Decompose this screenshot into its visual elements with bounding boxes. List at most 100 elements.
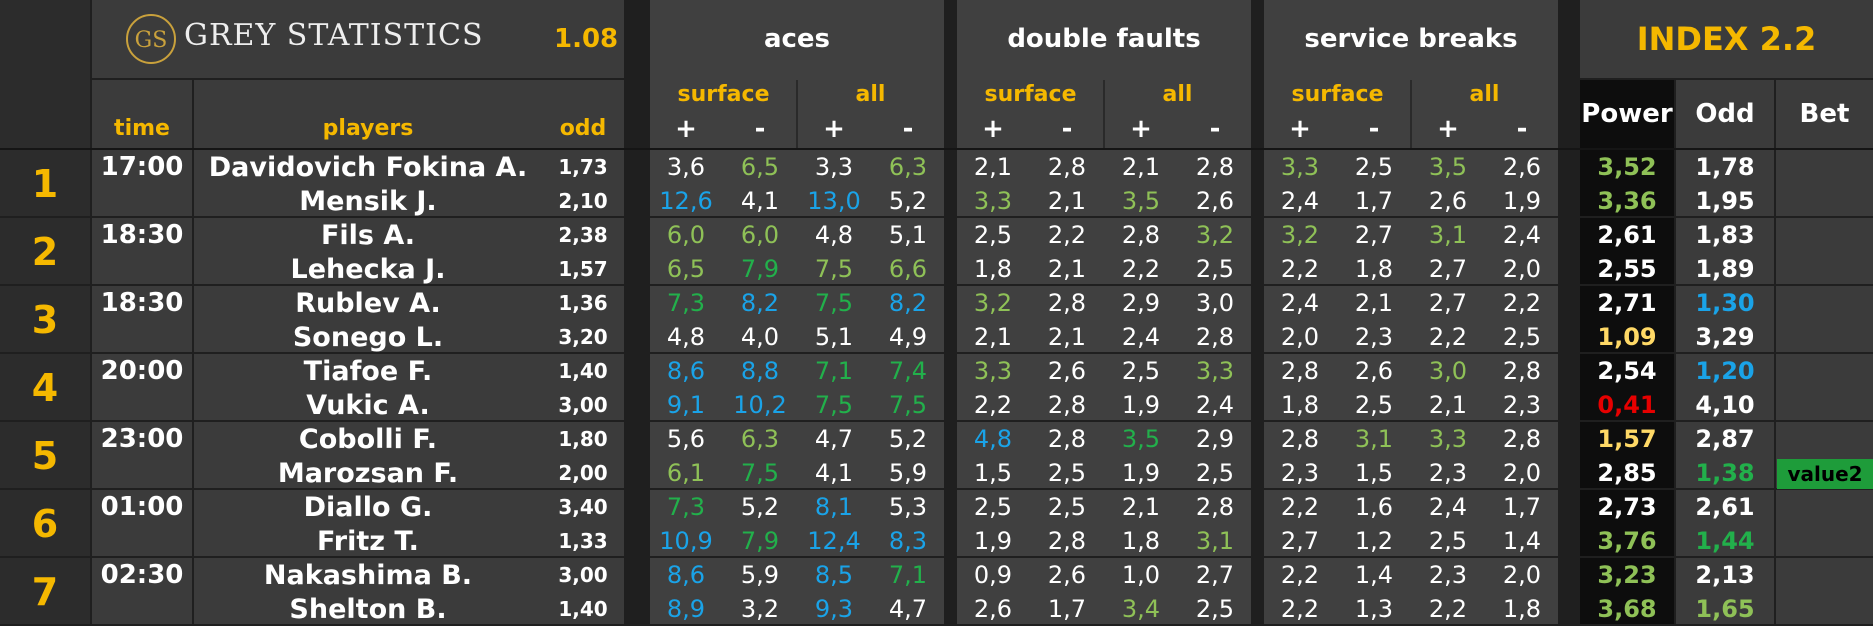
stat-value: 2,5 [1502,323,1542,351]
plus-subheader: + [1130,114,1152,144]
power-value: 3,36 [1597,187,1657,215]
stat-value: 3,6 [666,153,706,181]
stat-value: 2,1 [1121,493,1161,521]
column-gap [1251,0,1264,625]
player-name[interactable]: Tiafoe F. [303,355,433,387]
subheader-divider [1410,80,1412,148]
stat-value: 2,2 [1428,323,1468,351]
stat-value: 2,4 [1280,187,1320,215]
stat-value: 2,6 [1428,187,1468,215]
power-value: 0,41 [1597,391,1657,419]
stat-value: 6,5 [666,255,706,283]
player-name[interactable]: Lehecka J. [290,253,446,285]
stat-value: 9,1 [666,391,706,419]
stat-value: 3,0 [1428,357,1468,385]
time-cell [92,354,192,420]
player-name[interactable]: Mensik J. [299,185,437,217]
stat-value: 2,8 [1047,527,1087,555]
odd2-value: 1,65 [1695,595,1755,623]
stat-value: 2,2 [1047,221,1087,249]
player-name[interactable]: Nakashima B. [263,559,473,591]
stat-value: 2,8 [1195,153,1235,181]
odd2-cell [1676,558,1774,624]
stat-value: 2,2 [973,391,1013,419]
player-name[interactable]: Sonego L. [292,321,444,353]
stat-value: 5,9 [740,561,780,589]
stat-value: 2,2 [1280,493,1320,521]
power-value: 2,55 [1597,255,1657,283]
stat-value: 3,5 [1428,153,1468,181]
stats-panel [1264,558,1558,624]
stats-panel [650,490,944,556]
stat-value: 7,5 [814,255,854,283]
odd2-value: 2,87 [1695,425,1755,453]
stat-value: 2,6 [1195,187,1235,215]
player-name[interactable]: Marozsan F. [277,457,459,489]
stat-value: 2,4 [1502,221,1542,249]
stat-value: 2,3 [1428,459,1468,487]
stat-value: 1,2 [1354,527,1394,555]
minus-subheader: - [1516,114,1528,144]
player-name[interactable]: Rublev A. [295,287,441,319]
stat-value: 2,5 [973,493,1013,521]
subheader-divider [796,80,798,148]
stat-value: 4,8 [814,221,854,249]
stat-value: 0,9 [973,561,1013,589]
stat-value: 6,3 [740,425,780,453]
stat-value: 7,9 [740,255,780,283]
stat-value: 2,7 [1280,527,1320,555]
value-bet-badge[interactable]: value2 [1777,459,1873,489]
plus-subheader: + [675,114,697,144]
stat-value: 1,8 [1121,527,1161,555]
power-value: 2,85 [1597,459,1657,487]
stats-panel [957,422,1251,488]
match-rank: 5 [31,434,59,478]
stat-value: 7,9 [740,527,780,555]
stats-panel [650,218,944,284]
brand-name: GREY STATISTICS [184,18,484,53]
match-time: 18:30 [100,220,184,250]
stat-value: 2,8 [1047,425,1087,453]
players-cell [194,286,624,352]
match-time: 18:30 [100,288,184,318]
player-name[interactable]: Fils A. [320,219,416,251]
player-name[interactable]: Shelton B. [289,593,447,625]
brand-bar: GS GREY STATISTICS 1.08 [92,0,624,78]
stat-value: 6,3 [888,153,928,181]
match-rank: 4 [31,366,59,410]
players-cell [194,354,624,420]
stat-value: 4,8 [973,425,1013,453]
players-cell [194,422,624,488]
stat-value: 8,1 [814,493,854,521]
stat-value: 2,5 [1047,459,1087,487]
stat-value: 3,4 [1121,595,1161,623]
plus-subheader: + [982,114,1004,144]
stat-value: 1,8 [1354,255,1394,283]
rank-cell [0,286,90,352]
time-cell [92,286,192,352]
stat-value: 1,6 [1354,493,1394,521]
player-name[interactable]: Vukic A. [306,389,430,421]
stats-panel [957,490,1251,556]
player-odd: 1,40 [558,597,608,621]
player-name[interactable]: Fritz T. [317,525,419,557]
stat-value: 2,8 [1502,357,1542,385]
stat-value: 5,1 [888,221,928,249]
stat-value: 2,5 [1195,459,1235,487]
odd2-cell [1676,218,1774,284]
player-name[interactable]: Diallo G. [303,491,433,523]
stat-value: 2,4 [1195,391,1235,419]
stat-value: 8,3 [888,527,928,555]
odd2-value: 1,44 [1695,527,1755,555]
player-name[interactable]: Cobolli F. [298,423,438,455]
player-name[interactable]: Davidovich Fokina A. [208,151,528,183]
stat-value: 2,8 [1502,425,1542,453]
stat-value: 2,5 [973,221,1013,249]
player-odd: 1,73 [558,155,608,179]
match-rank: 3 [31,298,59,342]
odd2-value: 3,29 [1695,323,1755,351]
stat-value: 2,0 [1502,459,1542,487]
stat-value: 4,7 [814,425,854,453]
stat-value: 3,2 [740,595,780,623]
stat-value: 2,8 [1047,289,1087,317]
